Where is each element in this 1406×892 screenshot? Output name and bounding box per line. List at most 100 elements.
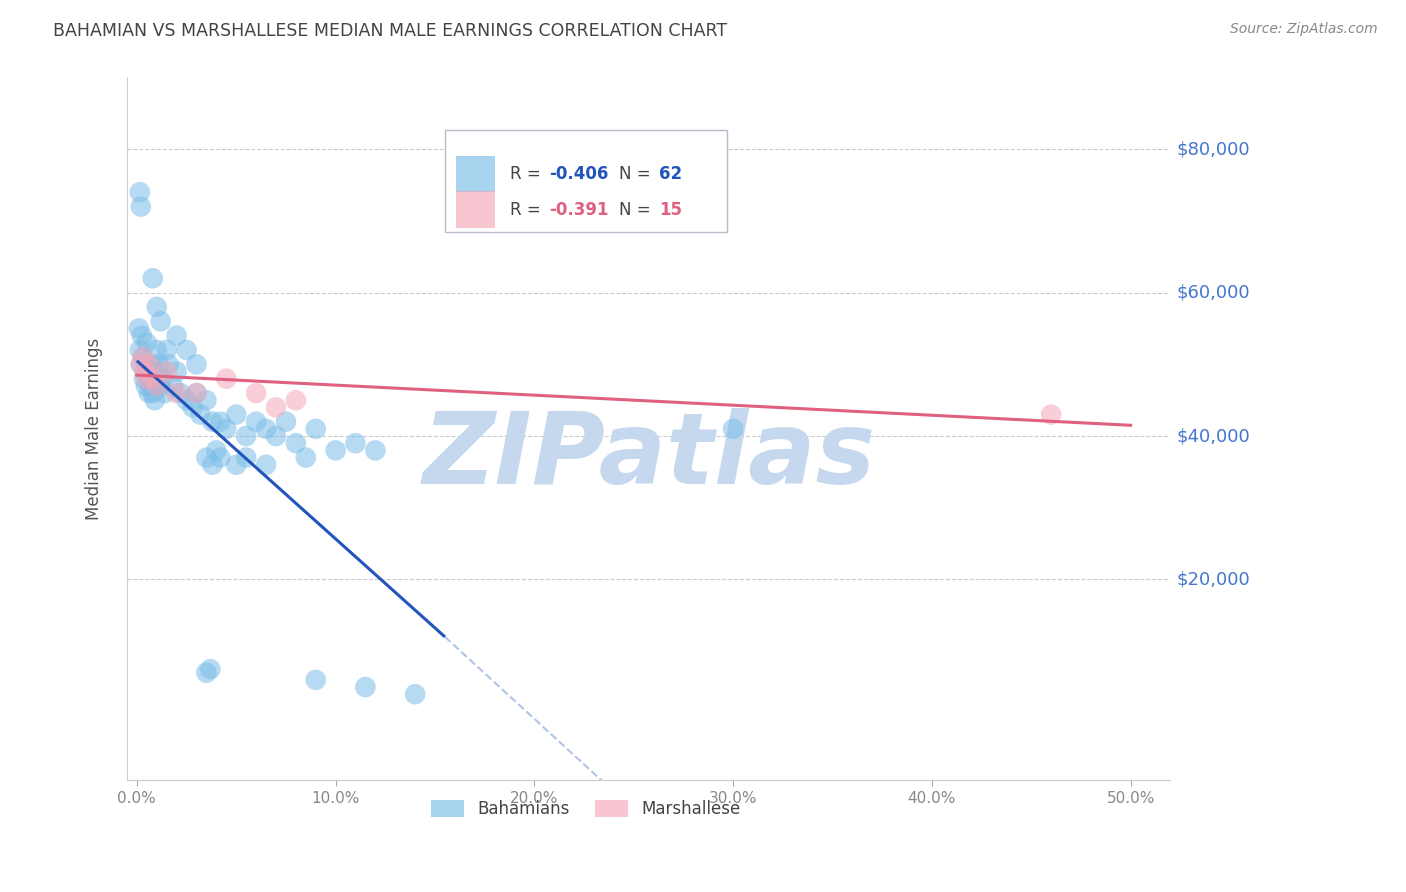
Point bbox=[166, 386, 188, 401]
Point bbox=[152, 372, 174, 386]
Point bbox=[245, 386, 267, 401]
Point bbox=[134, 364, 156, 378]
Point bbox=[138, 357, 160, 371]
Point bbox=[325, 443, 347, 458]
Point bbox=[145, 343, 167, 357]
Point bbox=[131, 328, 153, 343]
Y-axis label: Median Male Earnings: Median Male Earnings bbox=[86, 338, 103, 520]
Point bbox=[201, 415, 224, 429]
Point bbox=[149, 379, 172, 393]
Text: $20,000: $20,000 bbox=[1177, 571, 1250, 589]
Point bbox=[139, 364, 162, 378]
Text: R =: R = bbox=[510, 201, 546, 219]
Point bbox=[195, 665, 218, 680]
Point bbox=[264, 429, 287, 443]
Point bbox=[186, 386, 208, 401]
Point bbox=[235, 450, 257, 465]
Point bbox=[153, 386, 176, 401]
Point bbox=[142, 386, 165, 401]
Point bbox=[156, 343, 179, 357]
Point bbox=[195, 393, 218, 408]
Point bbox=[135, 335, 157, 350]
Point bbox=[132, 372, 155, 386]
Text: BAHAMIAN VS MARSHALLESE MEDIAN MALE EARNINGS CORRELATION CHART: BAHAMIAN VS MARSHALLESE MEDIAN MALE EARN… bbox=[53, 22, 727, 40]
Point bbox=[344, 436, 367, 450]
Point bbox=[136, 372, 159, 386]
Point bbox=[225, 408, 247, 422]
FancyBboxPatch shape bbox=[446, 130, 727, 232]
Point bbox=[274, 415, 297, 429]
Legend: Bahamians, Marshallese: Bahamians, Marshallese bbox=[425, 793, 748, 825]
Point bbox=[162, 379, 184, 393]
Point bbox=[190, 408, 212, 422]
Point bbox=[141, 357, 163, 371]
Point bbox=[132, 350, 155, 364]
Point bbox=[135, 372, 157, 386]
Point bbox=[134, 364, 156, 378]
Point bbox=[354, 680, 377, 694]
Text: $60,000: $60,000 bbox=[1177, 284, 1250, 301]
FancyBboxPatch shape bbox=[456, 156, 495, 193]
Point bbox=[166, 364, 188, 378]
Point bbox=[145, 379, 167, 393]
Point bbox=[145, 379, 167, 393]
Point bbox=[225, 458, 247, 472]
Point bbox=[148, 357, 170, 371]
Point bbox=[205, 443, 228, 458]
Text: N =: N = bbox=[620, 165, 657, 183]
Point bbox=[146, 364, 169, 378]
Point bbox=[305, 422, 328, 436]
Point bbox=[169, 386, 191, 401]
Point bbox=[186, 386, 208, 401]
Point bbox=[721, 422, 744, 436]
Point bbox=[128, 185, 150, 199]
Point bbox=[1040, 408, 1063, 422]
Point bbox=[215, 372, 238, 386]
Point bbox=[209, 415, 232, 429]
Point bbox=[294, 450, 316, 465]
Point bbox=[245, 415, 267, 429]
Point bbox=[149, 314, 172, 328]
Text: 15: 15 bbox=[659, 201, 682, 219]
Point bbox=[142, 372, 165, 386]
Point bbox=[200, 662, 222, 676]
Point bbox=[132, 350, 155, 364]
Point bbox=[143, 393, 166, 408]
Point bbox=[166, 328, 188, 343]
Point bbox=[364, 443, 387, 458]
Text: Source: ZipAtlas.com: Source: ZipAtlas.com bbox=[1230, 22, 1378, 37]
Text: -0.391: -0.391 bbox=[550, 201, 609, 219]
Point bbox=[129, 357, 152, 371]
Point bbox=[142, 271, 165, 285]
Text: ZIPatlas: ZIPatlas bbox=[422, 409, 875, 506]
FancyBboxPatch shape bbox=[456, 192, 495, 228]
Point bbox=[181, 401, 204, 415]
Text: R =: R = bbox=[510, 165, 546, 183]
Point bbox=[404, 687, 426, 701]
Text: $80,000: $80,000 bbox=[1177, 140, 1250, 158]
Point bbox=[284, 393, 307, 408]
Point bbox=[209, 450, 232, 465]
Point bbox=[145, 300, 167, 314]
Point bbox=[254, 422, 277, 436]
Text: -0.406: -0.406 bbox=[550, 165, 609, 183]
Point bbox=[128, 343, 150, 357]
Text: $40,000: $40,000 bbox=[1177, 427, 1250, 445]
Point bbox=[129, 357, 152, 371]
Point bbox=[195, 450, 218, 465]
Point bbox=[284, 436, 307, 450]
Point bbox=[129, 200, 152, 214]
Point bbox=[142, 372, 165, 386]
Point bbox=[201, 458, 224, 472]
Point bbox=[128, 321, 150, 335]
Point bbox=[156, 364, 179, 378]
Point bbox=[215, 422, 238, 436]
Point bbox=[139, 379, 162, 393]
Point bbox=[135, 379, 157, 393]
Point bbox=[254, 458, 277, 472]
Text: 62: 62 bbox=[659, 165, 682, 183]
Point bbox=[264, 401, 287, 415]
Text: N =: N = bbox=[620, 201, 657, 219]
Point bbox=[138, 386, 160, 401]
Point bbox=[176, 343, 198, 357]
